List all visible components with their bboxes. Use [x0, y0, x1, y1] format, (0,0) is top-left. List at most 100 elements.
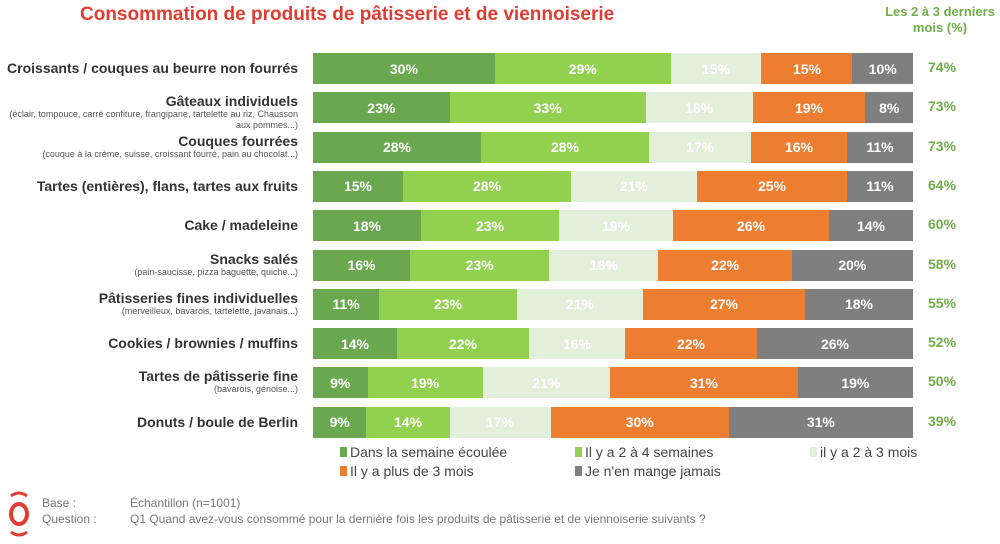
legend-label: Il y a plus de 3 mois	[350, 463, 474, 479]
legend-item: Il y a plus de 3 mois	[340, 463, 474, 479]
bar-segment: 20%	[791, 249, 913, 281]
bar-segment: 25%	[697, 170, 847, 202]
bar-row: 30% 29% 15% 15% 10%	[313, 53, 913, 84]
bar-row: 14% 22% 16% 22% 26%	[313, 328, 913, 360]
bar-segment: 17%	[649, 131, 751, 163]
row-label: Couques fourrées (couque à la crème, suis…	[0, 133, 298, 160]
row-label: Snacks salés (pain-saucisse, pizza baguet…	[0, 251, 298, 278]
bar-segment: 16%	[751, 131, 847, 163]
bar-segment: 15%	[670, 53, 762, 84]
legend-swatch	[575, 466, 582, 476]
total-value: 74%	[928, 59, 957, 75]
legend-item: Je n'en mange jamais	[575, 463, 721, 479]
bar-segment: 14%	[313, 328, 397, 360]
legend-label: Il y a 2 à 4 semaines	[585, 444, 714, 460]
bar-segment: 26%	[673, 210, 829, 242]
footer-notes: Base : Échantillon (n=1001) Question : Q1 …	[42, 495, 706, 527]
row-label: Gâteaux individuels (éclair, tompouce, ca…	[0, 93, 298, 131]
bar-row: 23% 33% 18% 19% 8%	[313, 92, 913, 124]
bar-segment: 16%	[529, 328, 625, 360]
bar-row: 9% 19% 21% 31% 19%	[313, 367, 913, 399]
bar-segment: 28%	[481, 131, 649, 163]
total-value: 55%	[928, 294, 957, 311]
row-label: Cake / madeleine	[0, 217, 298, 233]
question-value: Q1 Quand avez-vous consommé pour la dern…	[130, 512, 706, 526]
row-label-main: Cookies / brownies / muffins	[108, 335, 298, 352]
legend-swatch	[810, 447, 817, 457]
bar-row: 28% 28% 17% 16% 11%	[313, 131, 913, 163]
bar-segment: 18%	[549, 249, 659, 281]
total-value: 50%	[928, 373, 957, 390]
bar-segment: 17%	[449, 406, 551, 438]
bar-segment: 21%	[571, 170, 697, 202]
bar-segment: 9%	[313, 367, 368, 399]
bar-segment: 22%	[658, 249, 792, 281]
bar-segment: 19%	[797, 367, 913, 399]
bar-segment: 19%	[559, 210, 673, 242]
bar-segment: 23%	[409, 249, 550, 281]
row-label: Cookies / brownies / muffins	[0, 335, 298, 351]
chart-title: Consommation de produits de pâtisserie e…	[80, 4, 615, 25]
bar-segment: 8%	[865, 92, 913, 124]
row-label-main: Tartes (entières), flans, tartes aux fru…	[36, 177, 298, 194]
bar-row: 11% 23% 21% 27% 18%	[313, 288, 913, 320]
row-label-main: Couques fourrées	[178, 132, 298, 149]
bar-segment: 15%	[313, 170, 403, 202]
legend-item: Il y a 2 à 4 semaines	[575, 444, 713, 460]
bar-segment: 30%	[550, 406, 729, 438]
legend-label: il y a 2 à 3 mois	[820, 444, 918, 460]
legend-item: il y a 2 à 3 mois	[810, 444, 917, 460]
row-label: Tartes de pâtisserie fine (bavarois, géno…	[0, 368, 298, 395]
row-label-main: Croissants / couques au beurre non fourr…	[7, 60, 298, 76]
total-value: 60%	[928, 216, 957, 233]
bar-segment: 18%	[805, 288, 913, 320]
bar-segment: 16%	[313, 249, 410, 281]
bar-row: 16% 23% 18% 22% 20%	[313, 249, 913, 281]
row-label-main: Donuts / boule de Berlin	[136, 413, 298, 430]
bar-segment: 19%	[367, 367, 483, 399]
base-label: Base :	[42, 496, 77, 510]
total-value: 73%	[928, 98, 957, 115]
legend-label: Dans la semaine écoulée	[350, 444, 508, 460]
total-value: 52%	[928, 334, 957, 351]
row-label-main: Gâteaux individuels	[165, 93, 298, 110]
row-label-sub: (couque à la crème, suisse, croissant fo…	[42, 148, 298, 159]
bar-segment: 23%	[313, 92, 450, 124]
legend-item: Dans la semaine écoulée	[340, 444, 507, 460]
bar-segment: 23%	[379, 288, 517, 320]
bar-segment: 29%	[494, 53, 671, 84]
bar-segment: 22%	[397, 328, 529, 360]
bar-segment: 11%	[847, 131, 913, 163]
base-value: Échantillon (n=1001)	[130, 496, 241, 510]
total-value: 39%	[928, 412, 957, 429]
bar-segment: 9%	[313, 406, 367, 438]
bar-segment: 31%	[728, 406, 913, 438]
total-value: 58%	[928, 255, 957, 272]
bar-segment: 30%	[313, 53, 495, 84]
row-label-sub: (pain-saucisse, pizza baguette, quiche..…	[134, 266, 298, 277]
bar-row: 18% 23% 19% 26% 14%	[313, 210, 913, 242]
legend-swatch	[340, 447, 347, 457]
row-label-main: Snacks salés	[210, 250, 298, 267]
total-column-header: Les 2 à 3 derniers mois (%)	[885, 4, 995, 35]
bar-segment: 21%	[482, 367, 610, 399]
row-label-sub: (éclair, tompouce, carré confiture, fran…	[9, 109, 298, 131]
bar-segment: 26%	[757, 328, 913, 360]
bar-segment: 19%	[752, 92, 866, 124]
bar-row: 15% 28% 21% 25% 11%	[313, 170, 913, 202]
bar-segment: 14%	[366, 406, 450, 438]
bar-segment: 27%	[643, 288, 805, 320]
bar-segment: 28%	[403, 170, 571, 202]
bar-segment: 31%	[609, 367, 798, 399]
legend-swatch	[575, 447, 582, 457]
total-value: 64%	[928, 176, 957, 193]
row-label: Tartes (entières), flans, tartes aux fru…	[0, 178, 298, 194]
bar-segment: 18%	[645, 92, 753, 124]
row-label-main: Tartes de pâtisserie fine	[138, 368, 298, 385]
bar-segment: 14%	[829, 210, 913, 242]
bar-row: 9% 14% 17% 30% 31%	[313, 406, 913, 438]
legend-label: Je n'en mange jamais	[585, 463, 721, 479]
bar-segment: 15%	[761, 53, 853, 84]
bar-segment: 21%	[517, 288, 643, 320]
question-label: Question :	[42, 512, 97, 526]
